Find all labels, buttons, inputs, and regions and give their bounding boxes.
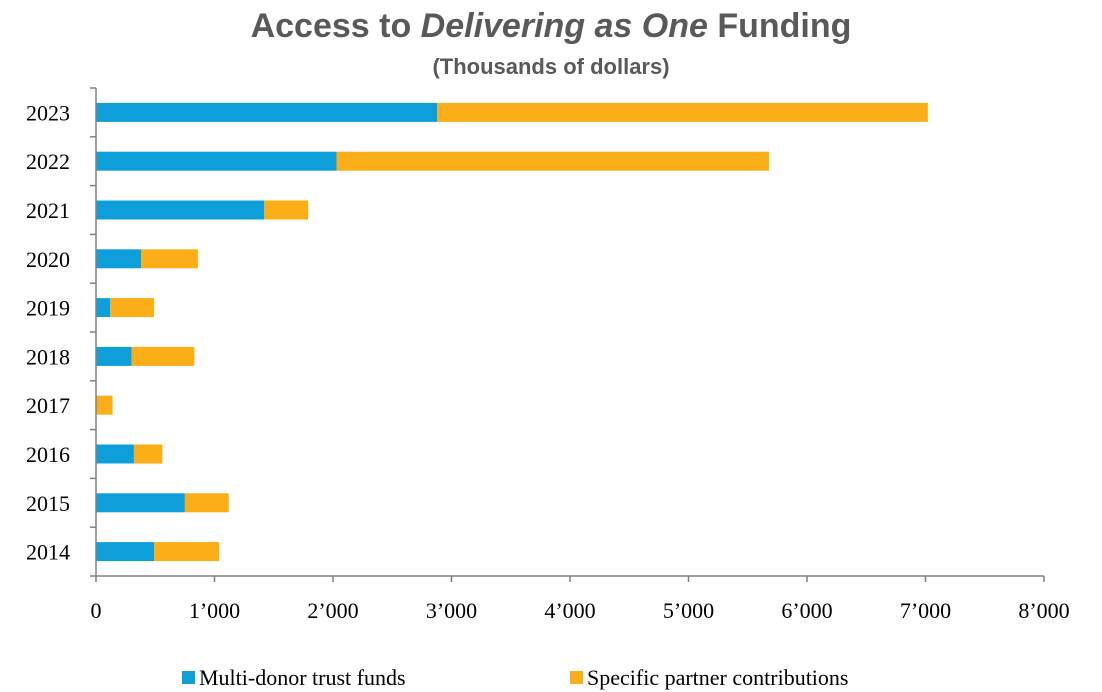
bar-2014-specific-partner [154, 542, 220, 562]
y-tick-label-2014: 2014 [26, 540, 70, 565]
y-tick-label-2023: 2023 [26, 100, 70, 125]
x-tick-label-1000: 1’000 [189, 598, 240, 623]
bar-2019-multi-donor [96, 298, 111, 318]
x-tick-label-8000: 8’000 [1018, 598, 1069, 623]
bar-2020-multi-donor [96, 249, 142, 269]
legend-item-multi-donor: Multi-donor trust funds [182, 664, 406, 692]
bars-layer [96, 102, 928, 562]
bar-2021-specific-partner [264, 200, 309, 220]
y-tick-label-2021: 2021 [26, 198, 70, 223]
y-tick-label-2018: 2018 [26, 344, 70, 369]
bar-2015-specific-partner [184, 493, 229, 513]
bar-2019-specific-partner [110, 298, 155, 318]
y-tick-label-2017: 2017 [26, 393, 70, 418]
bar-2023-multi-donor [96, 102, 438, 122]
bar-2014-multi-donor [96, 542, 155, 562]
bar-2018-specific-partner [131, 346, 195, 366]
legend-swatch-multi-donor [182, 671, 195, 684]
y-tick-label-2015: 2015 [26, 491, 70, 516]
chart-title: Access to Delivering as One Funding [250, 7, 852, 45]
legend-label-specific-partner: Specific partner contributions [587, 665, 849, 690]
bar-2018-multi-donor [96, 346, 132, 366]
axes-layer: 2023 2022 2021 2020 2019 2018 2017 2016 2015 2014… [26, 87, 1070, 623]
bar-2023-specific-partner [437, 102, 928, 122]
chart-title-italic: Delivering as One [420, 7, 708, 45]
bar-2022-multi-donor [96, 151, 337, 171]
bar-2020-specific-partner [141, 249, 198, 269]
x-tick-label-5000: 5’000 [663, 598, 714, 623]
y-tick-label-2020: 2020 [26, 247, 70, 272]
y-tick-label-2016: 2016 [26, 442, 70, 467]
x-tick-label-4000: 4’000 [544, 598, 595, 623]
x-tick-label-6000: 6’000 [781, 598, 832, 623]
y-tick-label-2019: 2019 [26, 296, 70, 321]
legend-swatch-specific-partner [570, 671, 583, 684]
x-tick-label-7000: 7’000 [900, 598, 951, 623]
bar-2021-multi-donor [96, 200, 265, 220]
bar-2022-specific-partner [336, 151, 770, 171]
y-tick-label-2022: 2022 [26, 149, 70, 174]
legend-label-multi-donor: Multi-donor trust funds [199, 665, 406, 690]
x-tick-label-3000: 3’000 [426, 598, 477, 623]
bar-2017-specific-partner [96, 395, 113, 415]
bar-2016-multi-donor [96, 444, 134, 464]
bar-2015-multi-donor [96, 493, 185, 513]
x-tick-label-0: 0 [91, 598, 102, 623]
legend-item-specific-partner: Specific partner contributions [570, 664, 848, 692]
bar-2016-specific-partner [133, 444, 163, 464]
chart-subtitle: (Thousands of dollars) [432, 54, 670, 79]
x-tick-label-2000: 2’000 [307, 598, 358, 623]
